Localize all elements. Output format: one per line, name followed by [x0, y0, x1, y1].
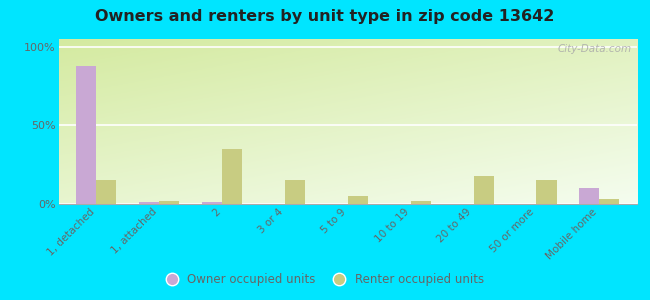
Bar — [411, 201, 431, 204]
Bar — [222, 149, 242, 204]
Bar — [139, 202, 159, 204]
Bar — [159, 201, 179, 204]
Bar — [76, 66, 96, 204]
Bar — [599, 199, 619, 204]
Bar — [579, 188, 599, 204]
Bar — [473, 176, 493, 204]
Text: City-Data.com: City-Data.com — [557, 44, 631, 54]
Bar — [536, 180, 556, 204]
Bar — [285, 180, 305, 204]
Text: Owners and renters by unit type in zip code 13642: Owners and renters by unit type in zip c… — [96, 9, 554, 24]
Bar — [96, 180, 116, 204]
Legend: Owner occupied units, Renter occupied units: Owner occupied units, Renter occupied un… — [161, 269, 489, 291]
Bar — [348, 196, 368, 204]
Bar — [202, 202, 222, 204]
